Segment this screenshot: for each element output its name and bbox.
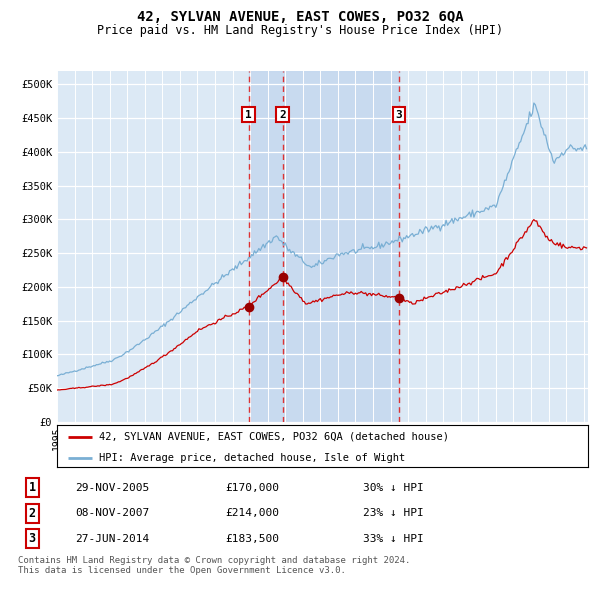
Text: Contains HM Land Registry data © Crown copyright and database right 2024.
This d: Contains HM Land Registry data © Crown c… — [18, 556, 410, 575]
Text: £214,000: £214,000 — [225, 509, 279, 519]
Text: 3: 3 — [29, 532, 36, 545]
Text: 23% ↓ HPI: 23% ↓ HPI — [364, 509, 424, 519]
Text: 08-NOV-2007: 08-NOV-2007 — [76, 509, 149, 519]
Bar — [248, 71, 399, 422]
Text: 30% ↓ HPI: 30% ↓ HPI — [364, 483, 424, 493]
Text: 27-JUN-2014: 27-JUN-2014 — [76, 534, 149, 544]
Text: 2: 2 — [29, 507, 36, 520]
Text: HPI: Average price, detached house, Isle of Wight: HPI: Average price, detached house, Isle… — [100, 453, 406, 463]
Text: 3: 3 — [395, 110, 403, 120]
Text: Price paid vs. HM Land Registry's House Price Index (HPI): Price paid vs. HM Land Registry's House … — [97, 24, 503, 37]
Text: £183,500: £183,500 — [225, 534, 279, 544]
Text: 29-NOV-2005: 29-NOV-2005 — [76, 483, 149, 493]
Text: 1: 1 — [29, 481, 36, 494]
Text: 42, SYLVAN AVENUE, EAST COWES, PO32 6QA (detached house): 42, SYLVAN AVENUE, EAST COWES, PO32 6QA … — [100, 432, 449, 442]
Text: £170,000: £170,000 — [225, 483, 279, 493]
Text: 2: 2 — [279, 110, 286, 120]
Text: 1: 1 — [245, 110, 252, 120]
Text: 33% ↓ HPI: 33% ↓ HPI — [364, 534, 424, 544]
Text: 42, SYLVAN AVENUE, EAST COWES, PO32 6QA: 42, SYLVAN AVENUE, EAST COWES, PO32 6QA — [137, 10, 463, 24]
